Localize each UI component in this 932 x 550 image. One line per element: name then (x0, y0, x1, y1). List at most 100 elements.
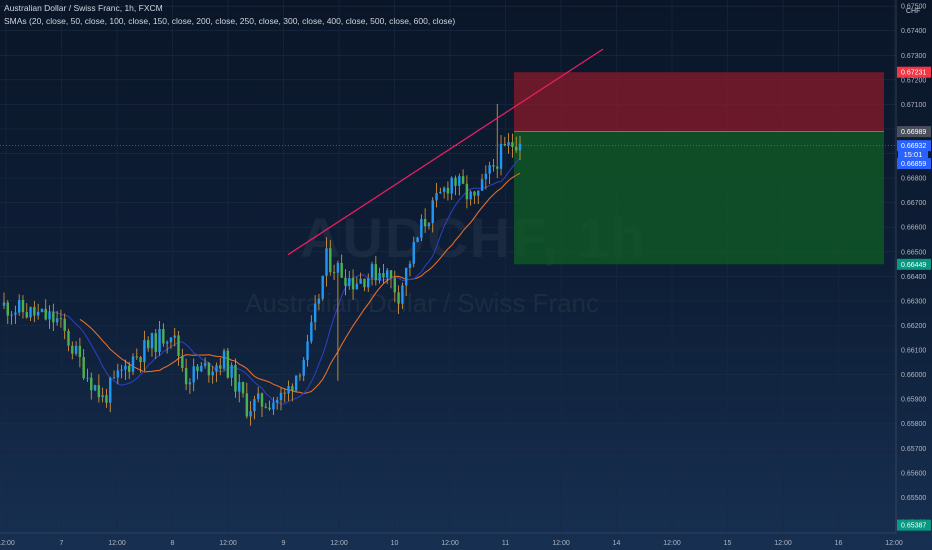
candle-body (473, 191, 476, 196)
candle (511, 133, 514, 158)
candle-body (67, 330, 70, 346)
candle-body (188, 382, 192, 385)
candle-body (36, 311, 40, 316)
description-watermark: Australian Dollar / Swiss Franc (245, 288, 599, 318)
candle-body (499, 143, 503, 169)
candle-body (238, 382, 241, 392)
candle (131, 353, 135, 376)
candle-body (363, 278, 366, 288)
candle (465, 175, 469, 209)
candle-body (450, 177, 453, 194)
candle (321, 275, 324, 301)
candle-body (241, 382, 245, 394)
candle-body (310, 322, 313, 342)
candle-body (442, 187, 446, 192)
candle-body (351, 278, 355, 290)
candle (454, 175, 457, 196)
candle-body (112, 377, 116, 379)
candle (351, 269, 355, 300)
candle (196, 363, 199, 380)
candle-body (454, 177, 457, 186)
candle (344, 269, 347, 296)
candle (370, 261, 374, 286)
y-tick-label: 0.66800 (901, 176, 926, 183)
sma-20-line (79, 172, 521, 395)
candle-body (389, 270, 393, 279)
candle (10, 311, 13, 325)
candle (404, 267, 408, 297)
candle (192, 358, 195, 392)
y-tick-label: 0.65900 (901, 397, 926, 404)
candle-body (59, 318, 63, 320)
x-tick-label: 10 (391, 540, 399, 547)
x-tick-label: 11 (502, 540, 509, 547)
candle-body (477, 190, 480, 196)
candle (389, 270, 393, 289)
candle-body (348, 278, 351, 286)
candle-body (135, 356, 139, 358)
candle-body (355, 283, 359, 290)
candle (431, 197, 434, 233)
candle (359, 272, 362, 284)
candle (272, 397, 275, 416)
candle-body (74, 345, 78, 354)
candle (245, 382, 249, 419)
x-tick-label: 12:00 (663, 540, 681, 547)
candle (469, 190, 472, 206)
y-tick-label: 0.67100 (901, 102, 926, 109)
candle (146, 336, 150, 352)
candle-body (109, 377, 112, 403)
candle (211, 365, 214, 384)
candle-body (234, 365, 237, 392)
candle (484, 165, 488, 190)
candle-body (169, 337, 173, 343)
candle-body (367, 278, 370, 288)
candle (423, 208, 427, 233)
candle (101, 387, 104, 403)
candle (279, 387, 283, 411)
sma-indicator-legend[interactable]: SMAs (20, close, 50, close, 100, close, … (4, 16, 456, 26)
trendline-layer (287, 48, 604, 256)
candle-body (40, 308, 44, 312)
candlesticks (2, 103, 522, 426)
candle (355, 276, 359, 290)
x-tick-label: 8 (171, 540, 175, 547)
candle-body (294, 375, 298, 391)
candle (177, 331, 180, 366)
candle-body (458, 176, 461, 186)
price-axis[interactable]: 0.675000.674000.673000.672000.671000.670… (895, 0, 926, 533)
symbol-title[interactable]: Australian Dollar / Swiss Franc, 1h, FXC… (4, 3, 163, 13)
candle (2, 292, 6, 310)
candle (52, 303, 55, 331)
candle (226, 347, 230, 379)
x-tick-label: 9 (282, 540, 286, 547)
candle-body (124, 365, 127, 370)
candle (184, 358, 188, 391)
candle-body (275, 400, 279, 403)
candle-body (427, 223, 431, 227)
time-axis[interactable]: 12:00 7 12:00 8 12:00 9 12:00 10 12:00 11 12:00 14 1… (0, 532, 903, 547)
candle-body (420, 218, 423, 238)
candle (116, 363, 120, 384)
price-tag: 0.66932 (897, 140, 931, 152)
candle-body (200, 365, 203, 372)
candle-body (253, 399, 256, 412)
candle (203, 357, 207, 369)
candle (165, 340, 169, 354)
candle (173, 327, 176, 347)
candle-body (317, 298, 321, 304)
candle (105, 388, 108, 408)
candle (135, 348, 139, 360)
price-tag-bg (897, 519, 931, 531)
candle (253, 395, 256, 420)
candle-body (86, 377, 89, 379)
candle-body (82, 357, 85, 379)
candle (374, 255, 378, 286)
candle-body (291, 386, 294, 391)
candle (241, 381, 245, 398)
candle (17, 294, 21, 316)
y-tick-label: 0.66500 (901, 249, 926, 256)
candle-body (496, 166, 499, 169)
